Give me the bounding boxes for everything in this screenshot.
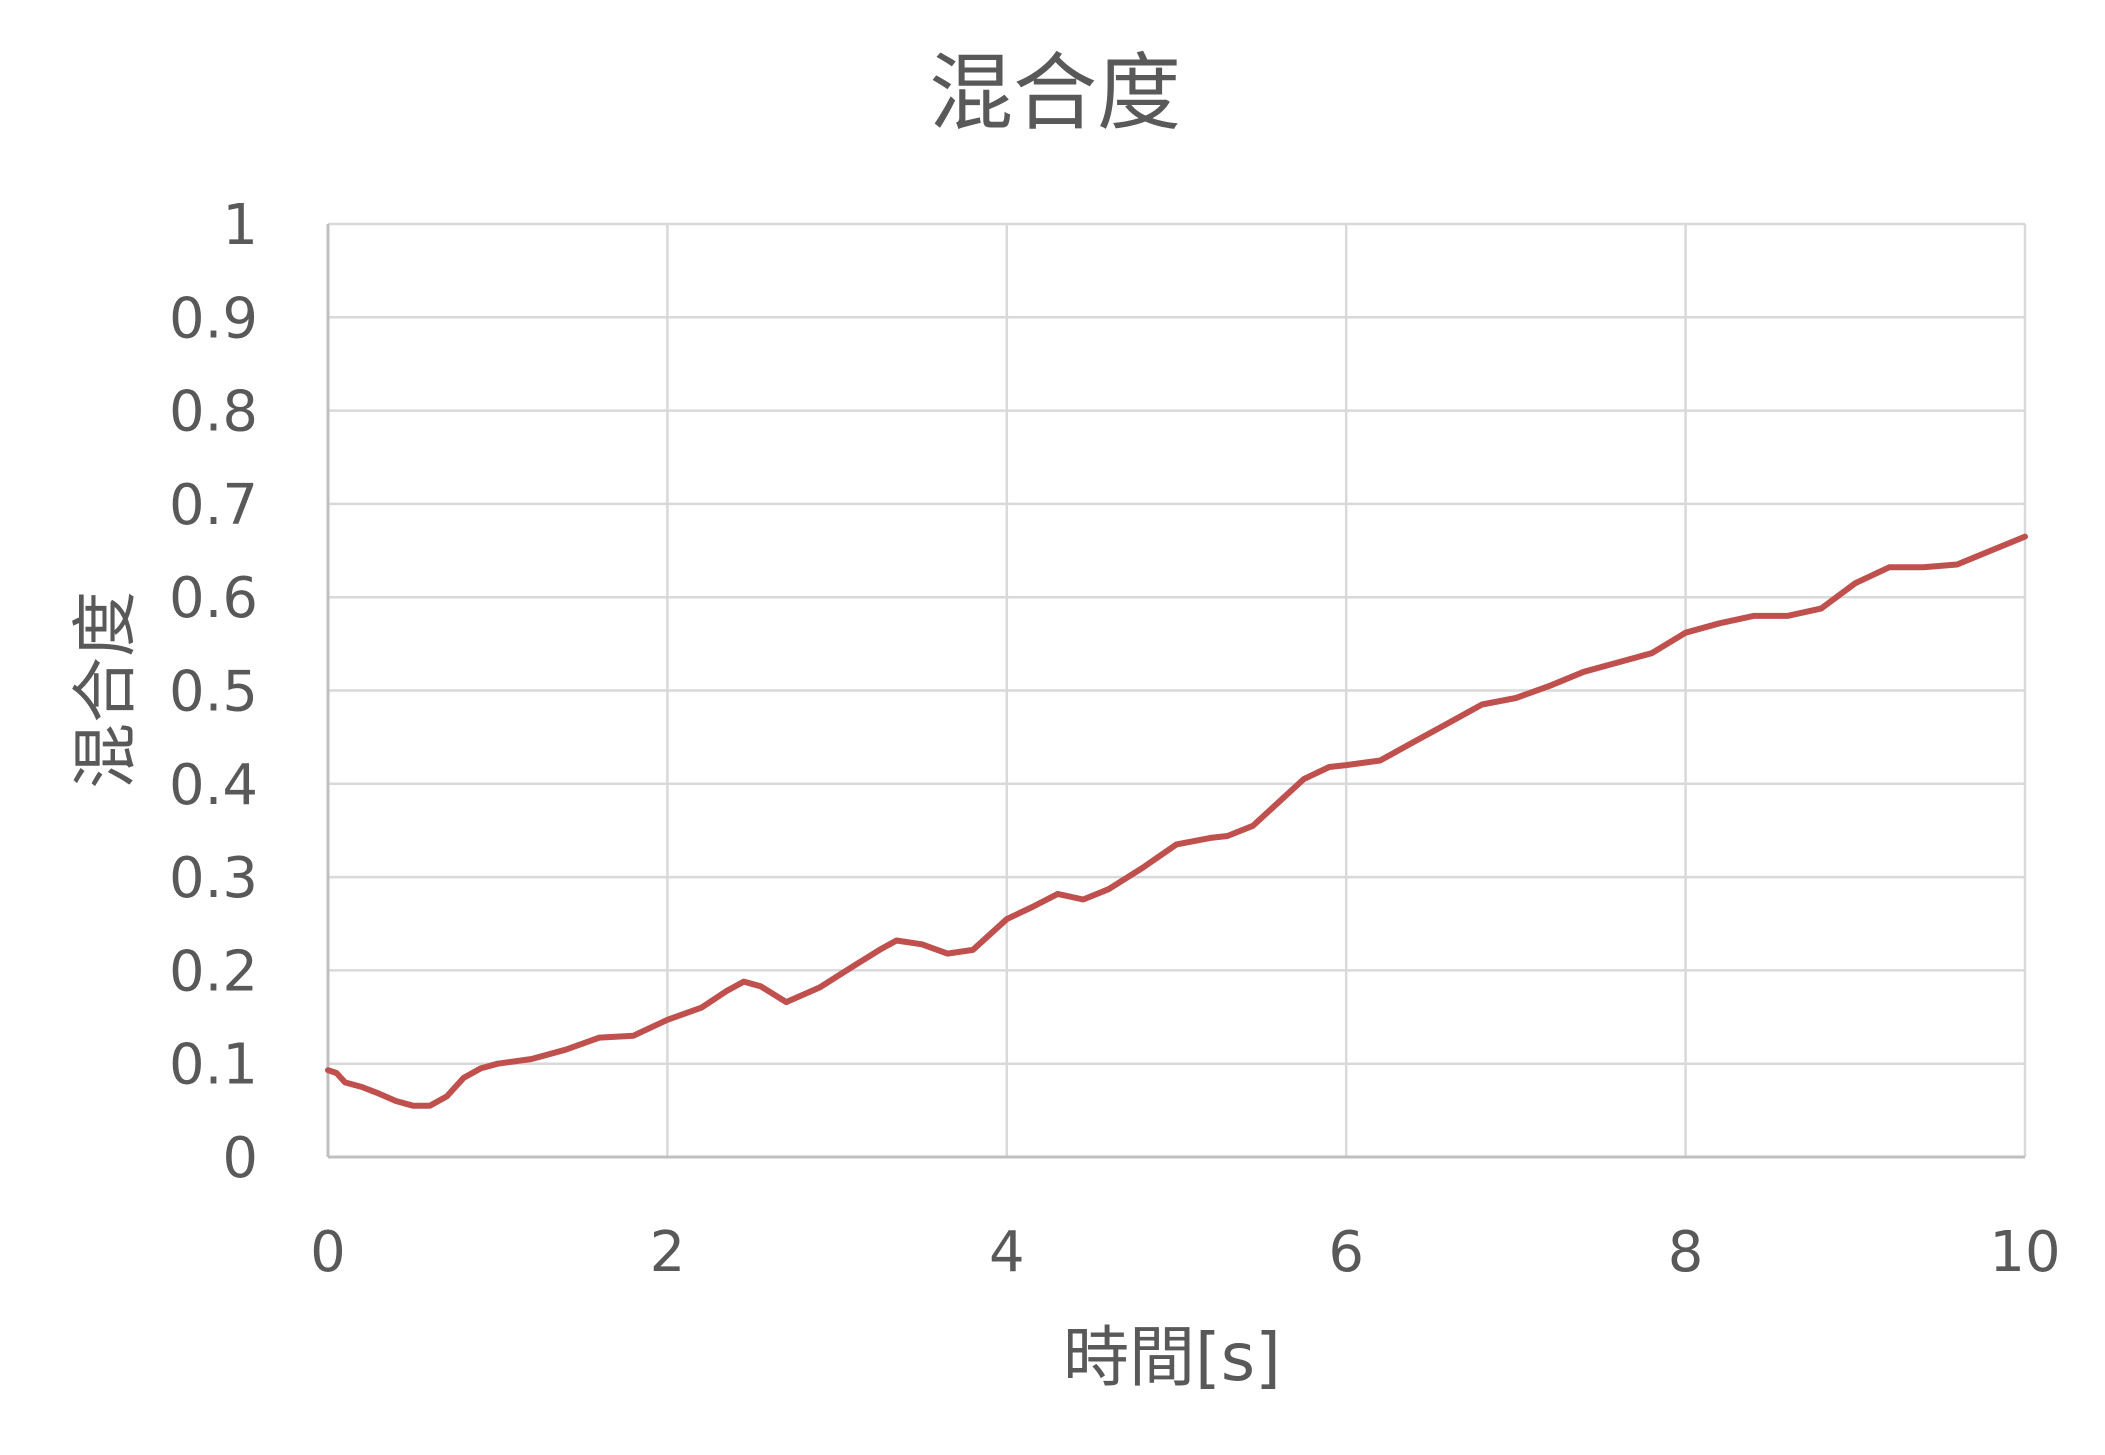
y-tick-label-5: 0.5 xyxy=(169,660,258,725)
x-tick-label-2: 4 xyxy=(989,1220,1025,1285)
x-tick-label-5: 10 xyxy=(1989,1220,2060,1285)
plot-area xyxy=(325,533,2028,1109)
y-tick-labels: 0 0.1 0.2 0.3 0.4 0.5 0.6 0.7 0.8 0.9 1 xyxy=(169,193,258,1191)
y-tick-label-2: 0.2 xyxy=(169,939,258,1004)
y-tick-label-9: 0.9 xyxy=(169,286,258,351)
y-tick-label-6: 0.6 xyxy=(169,566,258,631)
x-tick-labels: 0 2 4 6 8 10 xyxy=(310,1220,2060,1285)
y-tick-label-10: 1 xyxy=(222,193,258,258)
x-axis-label: 時間[s] xyxy=(1063,1319,1281,1396)
series-line-0 xyxy=(325,533,2028,1109)
y-axis-label: 混合度 xyxy=(67,591,144,789)
axes xyxy=(326,224,2025,1159)
x-tick-label-1: 2 xyxy=(650,1220,686,1285)
x-tick-label-3: 6 xyxy=(1328,1220,1364,1285)
gridlines xyxy=(328,222,2027,1157)
y-tick-label-3: 0.3 xyxy=(169,846,258,911)
chart-title: 混合度 xyxy=(929,44,1181,142)
y-tick-label-1: 0.1 xyxy=(169,1033,258,1098)
y-tick-label-7: 0.7 xyxy=(169,473,258,538)
y-tick-label-0: 0 xyxy=(222,1126,258,1191)
y-tick-label-8: 0.8 xyxy=(169,380,258,445)
x-tick-label-4: 8 xyxy=(1668,1220,1704,1285)
x-tick-label-0: 0 xyxy=(310,1220,346,1285)
y-tick-label-4: 0.4 xyxy=(169,753,258,818)
